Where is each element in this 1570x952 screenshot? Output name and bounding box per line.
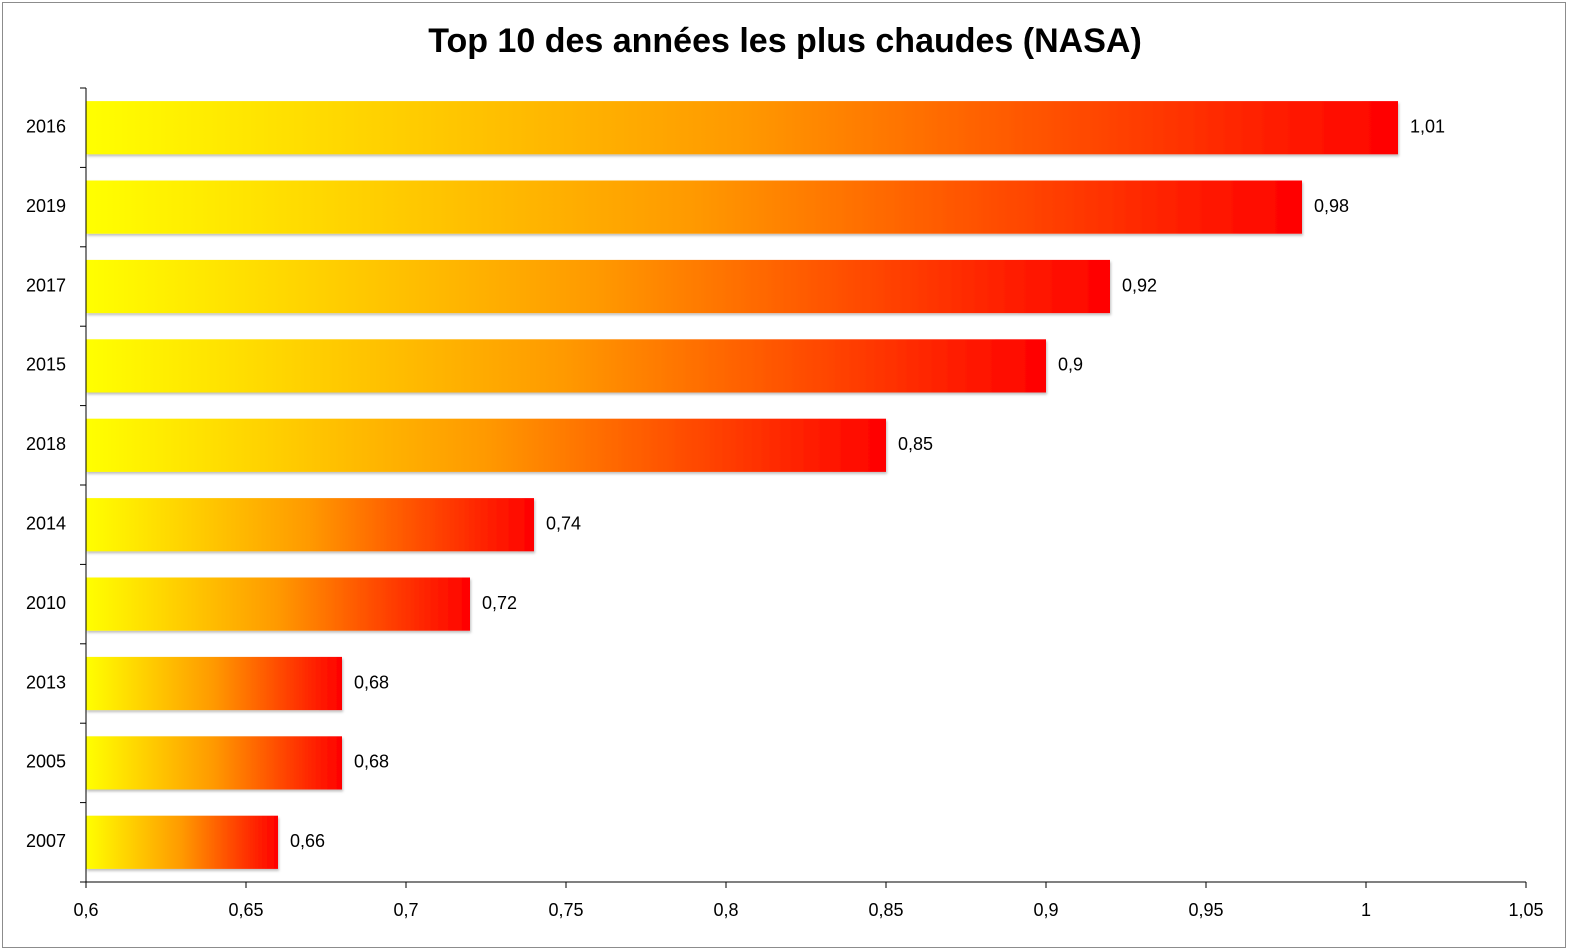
category-label-2010: 2010 <box>26 593 66 613</box>
bar-2013 <box>86 656 342 711</box>
bar-2019 <box>86 180 1302 234</box>
bar-2005 <box>86 736 342 790</box>
x-tick-label: 0,65 <box>228 900 263 920</box>
category-label-2013: 2013 <box>26 672 66 692</box>
bar-2017 <box>86 259 1110 314</box>
bar-2016 <box>86 101 1398 155</box>
value-label-2015: 0,9 <box>1058 355 1083 375</box>
value-label-2005: 0,68 <box>354 752 389 772</box>
bar-2015 <box>86 339 1046 393</box>
category-label-2007: 2007 <box>26 831 66 851</box>
x-tick-label: 0,85 <box>868 900 903 920</box>
axes-layer <box>80 87 1527 888</box>
category-label-2017: 2017 <box>26 275 66 295</box>
x-tick-label: 1 <box>1361 900 1371 920</box>
value-label-2019: 0,98 <box>1314 196 1349 216</box>
x-tick-label: 0,95 <box>1188 900 1223 920</box>
value-label-2010: 0,72 <box>482 593 517 613</box>
x-tick-label: 0,7 <box>393 900 418 920</box>
category-label-2014: 2014 <box>26 513 66 533</box>
x-tick-label: 1,05 <box>1508 900 1543 920</box>
value-label-2014: 0,74 <box>546 513 581 533</box>
labels-layer: 2016 1,01 2019 0,98 2017 0,92 2015 0,9 2018 0,85 2… <box>26 116 1544 920</box>
value-label-2017: 0,92 <box>1122 275 1157 295</box>
bar-2018 <box>86 418 886 472</box>
value-label-2018: 0,85 <box>898 434 933 454</box>
value-label-2016: 1,01 <box>1410 116 1445 136</box>
value-label-2007: 0,66 <box>290 831 325 851</box>
value-label-2013: 0,68 <box>354 672 389 692</box>
bar-2014 <box>86 498 534 552</box>
category-label-2015: 2015 <box>26 355 66 375</box>
category-label-2019: 2019 <box>26 196 66 216</box>
x-tick-label: 0,8 <box>713 900 738 920</box>
bar-2010 <box>86 577 470 631</box>
x-tick-label: 0,9 <box>1033 900 1058 920</box>
category-label-2005: 2005 <box>26 752 66 772</box>
x-tick-label: 0,6 <box>73 900 98 920</box>
category-label-2016: 2016 <box>26 116 66 136</box>
bar-2007 <box>86 815 278 869</box>
category-label-2018: 2018 <box>26 434 66 454</box>
bars-layer <box>86 101 1398 869</box>
chart-title: Top 10 des années les plus chaudes (NASA… <box>428 22 1142 60</box>
x-tick-label: 0,75 <box>548 900 583 920</box>
